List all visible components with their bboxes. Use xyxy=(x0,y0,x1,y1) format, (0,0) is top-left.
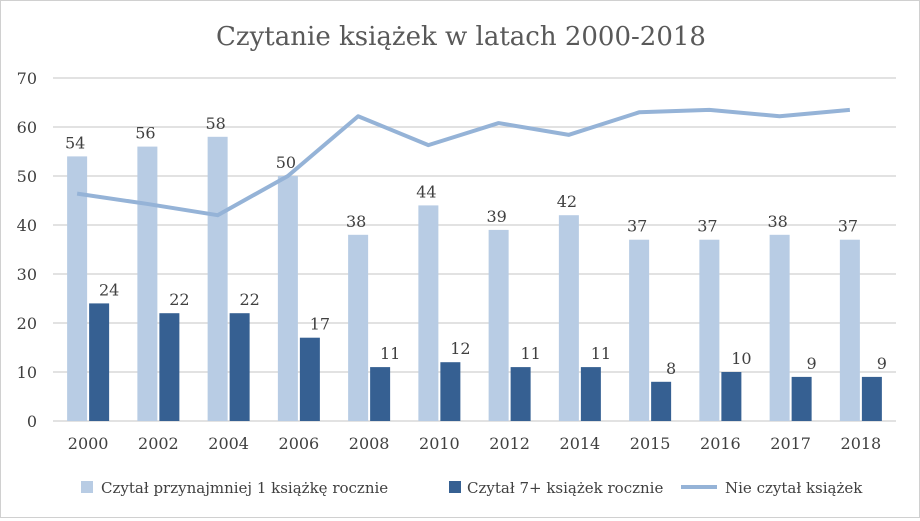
bar-dark xyxy=(440,362,461,421)
x-tick-label: 2006 xyxy=(279,434,320,453)
bar-light xyxy=(348,234,369,421)
data-label-light: 58 xyxy=(205,114,225,133)
bar-light xyxy=(207,136,228,422)
bar-dark xyxy=(89,303,110,421)
x-tick-label: 2018 xyxy=(841,434,882,453)
bar-light xyxy=(629,239,650,421)
data-label-dark: 11 xyxy=(591,344,611,363)
line-series xyxy=(76,107,851,218)
x-tick-label: 2002 xyxy=(138,434,179,453)
data-label-light: 37 xyxy=(697,217,717,236)
bar-light xyxy=(699,239,720,421)
data-label-light: 38 xyxy=(767,212,787,231)
bar-light xyxy=(137,146,158,421)
bar-dark xyxy=(229,313,250,421)
bar-dark xyxy=(580,367,601,421)
x-tick-label: 2000 xyxy=(68,434,109,453)
data-label-light: 37 xyxy=(627,217,647,236)
data-label-dark: 10 xyxy=(731,349,751,368)
data-label-light: 50 xyxy=(276,153,296,172)
data-label-dark: 9 xyxy=(807,354,817,373)
bar-light xyxy=(769,234,790,421)
data-label-light: 56 xyxy=(135,124,155,143)
y-tick-label: 30 xyxy=(17,265,37,284)
y-tick-label: 70 xyxy=(17,69,37,88)
bar-light xyxy=(277,176,298,421)
data-label-light: 38 xyxy=(346,212,366,231)
y-tick-label: 0 xyxy=(27,412,37,431)
bar-light xyxy=(558,215,579,421)
bar-light xyxy=(488,229,509,421)
y-tick-label: 40 xyxy=(17,216,37,235)
data-label-light: 54 xyxy=(65,133,85,152)
x-tick-label: 2016 xyxy=(700,434,741,453)
bar-dark xyxy=(370,367,391,421)
x-tick-label: 2014 xyxy=(560,434,601,453)
bar-light xyxy=(67,156,88,421)
data-label-dark: 24 xyxy=(99,280,119,299)
y-tick-label: 60 xyxy=(17,118,37,137)
y-tick-label: 20 xyxy=(17,314,37,333)
y-tick-label: 50 xyxy=(17,167,37,186)
legend-label-light: Czytał przynajmniej 1 książkę rocznie xyxy=(101,479,388,497)
data-label-light: 37 xyxy=(838,217,858,236)
data-label-dark: 8 xyxy=(666,359,676,378)
bar-dark xyxy=(159,313,180,421)
x-tick-label: 2008 xyxy=(349,434,390,453)
y-tick-label: 10 xyxy=(17,363,37,382)
bar-dark xyxy=(510,367,531,421)
data-label-light: 39 xyxy=(486,207,506,226)
x-tick-label: 2010 xyxy=(419,434,460,453)
x-tick-label: 2004 xyxy=(208,434,249,453)
data-label-light: 42 xyxy=(557,192,577,211)
data-label-dark: 22 xyxy=(169,290,189,309)
x-tick-label: 2017 xyxy=(770,434,811,453)
bar-dark xyxy=(651,381,672,421)
legend-label-line: Nie czytał książek xyxy=(725,479,863,497)
bar-dark xyxy=(861,376,882,421)
chart-title: Czytanie książek w latach 2000-2018 xyxy=(216,22,706,52)
bar-light xyxy=(418,205,439,421)
bar-light xyxy=(839,239,860,421)
x-tick-label: 2012 xyxy=(489,434,530,453)
data-label-dark: 11 xyxy=(380,344,400,363)
bar-dark xyxy=(721,372,742,421)
data-label-light: 44 xyxy=(416,182,436,201)
x-tick-label: 2015 xyxy=(630,434,671,453)
data-label-dark: 12 xyxy=(450,339,470,358)
bar-dark xyxy=(791,376,812,421)
data-label-dark: 17 xyxy=(310,315,330,334)
legend-swatch-dark xyxy=(449,481,461,493)
bar-dark xyxy=(299,337,320,421)
legend-swatch-light xyxy=(81,481,93,493)
data-label-dark: 22 xyxy=(239,290,259,309)
legend-label-dark: Czytał 7+ książek rocznie xyxy=(467,479,663,497)
data-label-dark: 11 xyxy=(520,344,540,363)
data-label-dark: 9 xyxy=(877,354,887,373)
